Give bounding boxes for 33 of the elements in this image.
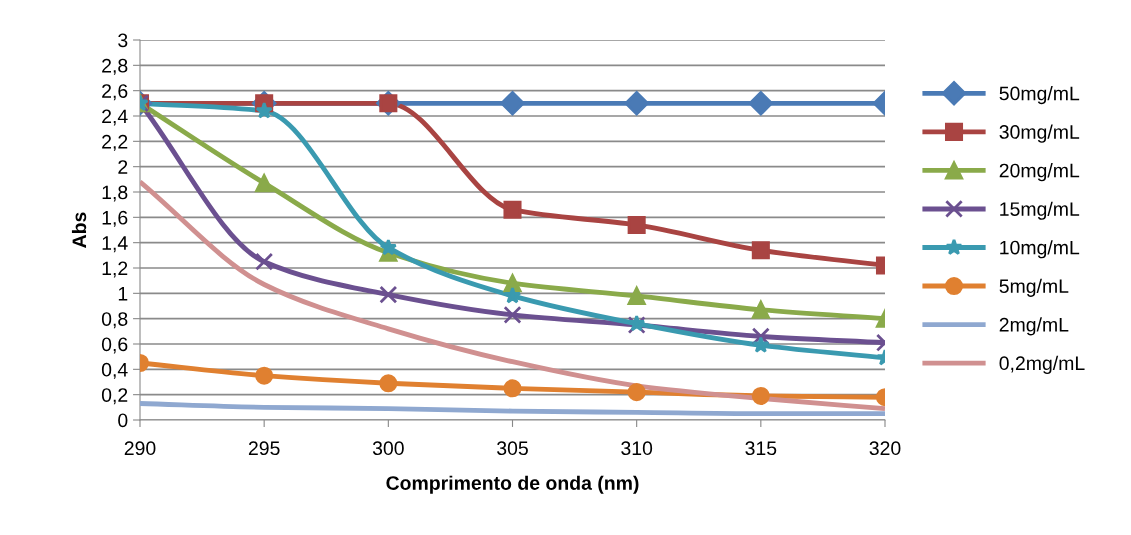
legend-label: 5mg/mL	[999, 278, 1069, 297]
y-tick-label: 2,4	[102, 109, 128, 126]
y-tick-label: 3	[118, 33, 128, 48]
x-tick-label: 290	[124, 441, 156, 456]
y-tick-label: 1,6	[102, 210, 128, 227]
x-tick-label: 310	[621, 441, 653, 456]
y-tick-label: 0,8	[101, 312, 128, 329]
x-tick-label: 320	[869, 441, 901, 456]
y-tick-label: 1,8	[102, 185, 128, 202]
legend-label: 10mg/mL	[1000, 240, 1080, 259]
y-axis-title: Abs	[71, 212, 87, 248]
y-tick-label: 2,6	[102, 84, 128, 101]
legend-label: 0,2mg/mL	[999, 355, 1085, 374]
x-tick-label: 315	[745, 441, 777, 456]
x-tick-label: 300	[372, 441, 404, 456]
y-tick-label: 2	[118, 160, 128, 174]
y-tick-label: 1,2	[102, 261, 128, 278]
y-tick-label: 1,4	[102, 236, 128, 253]
legend-label: 20mg/mL	[999, 163, 1080, 182]
y-tick-label: 1	[118, 287, 128, 301]
legend-label: 50mg/mL	[999, 86, 1080, 105]
legend-label: 2mg/mL	[999, 317, 1069, 336]
y-tick-label: 0	[118, 413, 128, 428]
y-tick-label: 2,8	[102, 58, 128, 75]
x-axis-title: Comprimento de onda (nm)	[386, 475, 639, 494]
y-tick-label: 0,6	[101, 337, 128, 354]
y-tick-label: 2,2	[102, 134, 128, 151]
legend-label: 30mg/mL	[999, 124, 1080, 143]
y-tick-label: 0,2	[101, 388, 128, 405]
y-tick-label: 0,4	[101, 362, 128, 379]
x-tick-label: 295	[248, 441, 280, 456]
x-tick-label: 305	[497, 441, 528, 456]
legend-label: 15mg/mL	[1000, 201, 1080, 220]
